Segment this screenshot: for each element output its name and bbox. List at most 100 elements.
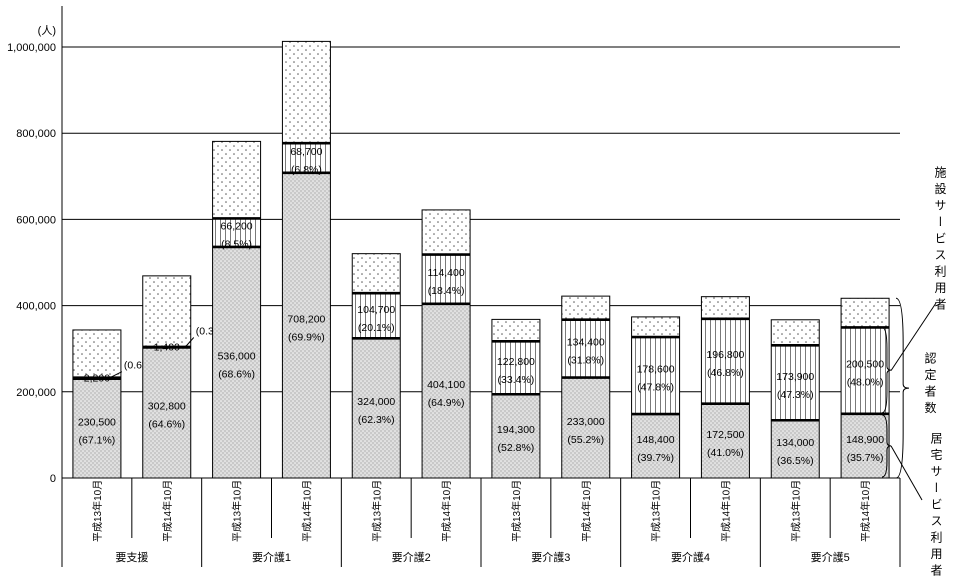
bar-segment-facility xyxy=(491,341,540,395)
segment-pct-label: (20.1%) xyxy=(358,322,395,334)
segment-value-label: 68,700 xyxy=(290,146,322,158)
bar-segment-remainder xyxy=(282,41,331,144)
y-tick-label: 400,000 xyxy=(16,301,56,313)
bar-segment-facility xyxy=(841,327,890,414)
segment-value-label: 194,300 xyxy=(497,424,535,436)
x-axis-date-label: 平成13年10月 xyxy=(510,480,523,542)
bar-segment-facility xyxy=(701,318,750,404)
bar-outline xyxy=(212,140,262,479)
segment-pct-label: (64.9%) xyxy=(428,397,465,409)
segment-pct-label: (68.6%) xyxy=(218,368,255,380)
x-axis-date-label: 平成13年10月 xyxy=(650,480,663,542)
bar-outline xyxy=(700,296,750,479)
segment-value-label: 134,400 xyxy=(567,337,605,349)
bar-segment-home xyxy=(212,246,261,478)
segment-pct-label: (39.7%) xyxy=(637,452,674,464)
segment-value-label: 324,000 xyxy=(357,396,395,408)
bar-segment-facility xyxy=(561,319,610,378)
segment-value-label: 404,100 xyxy=(427,379,465,391)
segment-pct-label: (52.8%) xyxy=(498,442,535,454)
segment-pct-label: (64.6%) xyxy=(148,419,185,431)
bar-segment-remainder xyxy=(72,329,121,378)
bar-segment-home xyxy=(771,420,820,478)
segment-value-label: 708,200 xyxy=(287,313,325,325)
segment-pct-label: (6.8%) xyxy=(291,164,322,176)
bar-segment-facility xyxy=(212,218,261,247)
bar-outline xyxy=(840,297,890,479)
x-axis-date-label: 平成13年10月 xyxy=(231,480,244,542)
x-axis-date-label: 平成14年10月 xyxy=(719,480,732,542)
bar-segment-remainder xyxy=(142,275,191,347)
bar-segment-facility xyxy=(771,345,820,421)
bar-outline xyxy=(72,329,122,479)
segment-pct-label: (47.8%) xyxy=(637,382,674,394)
segment-value-label: 122,800 xyxy=(497,356,535,368)
bar-segment-remainder xyxy=(701,296,750,319)
segment-value-label: 148,900 xyxy=(846,434,884,446)
segment-pct-label: (31.8%) xyxy=(567,355,604,367)
segment-value-label: 196,800 xyxy=(706,349,744,361)
y-tick-label: 200,000 xyxy=(16,387,56,399)
side-label-facility-service-users: 施設サービス利用者 xyxy=(933,166,947,315)
segment-pct-label: (8.5%) xyxy=(221,239,252,251)
segment-value-label: 148,400 xyxy=(637,434,675,446)
bar-segment-remainder xyxy=(491,319,540,342)
segment-pct-label: (36.5%) xyxy=(777,455,814,467)
segment-value-label: 104,700 xyxy=(357,304,395,316)
segment-pct-label: (67.1%) xyxy=(79,434,116,446)
x-axis-date-label: 平成14年10月 xyxy=(300,480,313,542)
segment-value-label: 172,500 xyxy=(706,429,744,441)
x-axis-date-label: 平成13年10月 xyxy=(789,480,802,542)
bar-segment-facility xyxy=(352,293,401,339)
bar-segment-remainder xyxy=(352,253,401,294)
bar-segment-home xyxy=(841,413,890,478)
bar-segment-remainder xyxy=(841,298,890,328)
segment-value-label: 230,500 xyxy=(78,416,116,428)
bar-outline xyxy=(770,319,820,479)
x-axis-group-label: 要介護3 xyxy=(531,550,570,564)
y-tick-label: 600,000 xyxy=(16,214,56,226)
callout-leader-line xyxy=(185,337,195,347)
x-axis-group-label: 要介護2 xyxy=(392,550,431,564)
segment-value-label: 134,000 xyxy=(776,437,814,449)
bar-outline xyxy=(281,40,331,479)
segment-value-label: 2,200 xyxy=(84,373,110,385)
bar-segment-facility xyxy=(631,337,680,415)
x-axis-group-label: 要介護4 xyxy=(671,550,710,564)
bar-segment-home xyxy=(561,377,610,478)
x-axis-date-label: 平成14年10月 xyxy=(440,480,453,542)
bar-outline xyxy=(561,295,611,479)
leader-home-label xyxy=(890,445,923,501)
y-tick-label: 0 xyxy=(50,473,56,485)
segment-value-label: 302,800 xyxy=(148,401,186,413)
segment-pct-label: (47.3%) xyxy=(777,389,814,401)
bar-outline xyxy=(631,316,681,479)
side-label-certified-persons: 認定者数 xyxy=(923,352,937,418)
segment-value-label: 536,000 xyxy=(218,350,256,362)
bar-segment-home xyxy=(491,394,540,478)
segment-pct-label: (48.0%) xyxy=(847,377,884,389)
bar-segment-remainder xyxy=(212,141,261,219)
bar-segment-home xyxy=(142,347,191,478)
x-axis-date-label: 平成14年10月 xyxy=(580,480,593,542)
bar-outline xyxy=(421,209,471,479)
bar-segment-remainder xyxy=(561,296,610,320)
bar-segment-home xyxy=(72,378,121,478)
side-label-home-service-users: 居宅サービス利用者 xyxy=(929,432,943,580)
bar-segment-home xyxy=(631,414,680,478)
segment-value-label: 1,400 xyxy=(154,341,180,353)
brace-certified-total xyxy=(895,297,910,479)
x-axis-date-label: 平成13年10月 xyxy=(91,480,104,542)
segment-pct-label: (62.3%) xyxy=(358,414,395,426)
segment-pct-label: (18.4%) xyxy=(428,285,465,297)
bar-outline xyxy=(351,253,401,479)
bar-outline xyxy=(491,318,541,479)
bar-segment-home xyxy=(352,338,401,478)
callout-leader-line xyxy=(109,371,123,379)
x-axis-date-label: 平成14年10月 xyxy=(859,480,872,542)
bar-segment-home xyxy=(282,172,331,478)
segment-pct-label: (35.7%) xyxy=(847,452,884,464)
x-axis-date-label: 平成13年10月 xyxy=(370,480,383,542)
bar-segment-home xyxy=(701,403,750,478)
